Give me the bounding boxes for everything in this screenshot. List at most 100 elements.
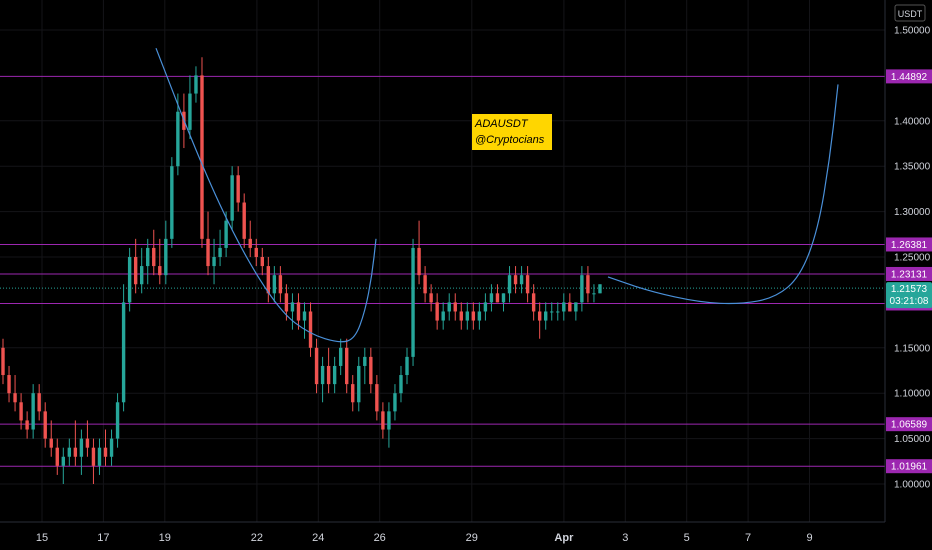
price-axis[interactable]: USDT 1.00000 1.05000 1.10000 1.15000 1.25000… [884,0,932,522]
candle-body [91,447,96,466]
candle-body [531,293,536,312]
candle-body [55,447,59,466]
candle-body [507,275,512,294]
current-price-label: 1.21573 03:21:08 [886,282,932,309]
candle-body [381,411,385,430]
candle-body [158,266,162,276]
projection-curve [155,47,377,343]
candle-body [465,311,470,321]
projection-curves[interactable] [155,47,839,343]
candle-body [357,365,361,403]
candle-body [338,347,343,366]
candle-body [170,166,174,239]
x-tick-label: 5 [684,532,690,544]
candles [1,57,602,484]
current-price-bg [886,282,932,309]
y-tick-label: 1.05000 [894,434,931,445]
candle-body [489,293,494,303]
y-tick-label: 1.50000 [894,26,931,37]
x-tick-label: 7 [745,532,751,544]
candle-body [411,247,415,357]
time-axis[interactable]: 15 17 19 22 24 26 29 Apr 3 5 7 9 [0,521,885,544]
y-tick-label: 1.15000 [894,343,931,354]
candle-body [314,347,319,385]
candle-body [393,393,397,412]
candle-body [79,438,84,457]
candle-body [441,311,445,321]
candle-body [495,293,500,303]
x-tick-label: 19 [159,532,171,544]
candle-body [537,311,542,321]
level-label: 1.44892 [891,72,928,83]
candle-body [562,302,566,312]
candle-body [501,293,506,303]
candle-body [37,393,41,412]
candle-body [152,247,156,267]
grid [0,0,885,522]
candle-body [218,247,222,257]
candle-body [580,275,584,303]
x-tick-label: 3 [622,532,628,544]
candle-body [363,356,367,366]
candle-body [320,365,325,385]
x-tick-label: 9 [806,532,812,544]
candle-body [19,402,23,421]
candle-body [332,365,337,385]
candle-body [103,447,108,457]
candle-body [212,257,216,267]
level-label: 1.23131 [891,269,928,280]
candle-body [592,293,596,295]
candle-body [73,447,78,457]
y-tick-label: 1.35000 [894,162,931,173]
candle-body [266,266,271,294]
candle-body [43,411,47,439]
candle-body [429,293,433,303]
candle-body [200,75,204,239]
candle-body [85,438,90,448]
candle-body [447,302,451,312]
candle-body [248,238,252,248]
candle-body [1,347,5,376]
level-label-bg [886,417,932,432]
candle-body [345,347,349,385]
candle-body [399,375,403,394]
projection-curve [607,84,839,305]
candle-body [574,302,578,312]
candle-body [513,275,518,285]
candle-body [471,311,476,321]
x-tick-label: 17 [97,532,109,544]
candle-body [302,311,307,321]
candle-body [176,111,180,167]
candle-body [284,293,289,312]
level-label-bg [886,266,932,281]
candle-body [139,266,144,285]
candle-body [369,356,373,385]
candle-body [230,175,234,221]
candle-body [67,447,72,457]
unit-badge[interactable] [894,4,926,22]
candle-body [7,375,11,394]
annotation-box [472,114,552,150]
candle-body [417,247,421,276]
candle-body [260,257,264,267]
candle-body [568,302,572,312]
candle-body [525,275,530,294]
candle-body [146,247,150,267]
y-tick-label: 1.30000 [894,207,931,218]
candle-body [544,311,548,321]
candle-body [290,302,295,312]
annotation-note[interactable]: ADAUSDT @Cryptocians [472,114,552,150]
unit-label: USDT [898,9,923,19]
candle-body [375,384,379,412]
candle-body [387,411,391,430]
level-label: 1.01961 [891,462,928,473]
y-tick-label: 1.40000 [894,116,931,127]
candle-body [164,238,168,276]
level-label: 1.06589 [891,420,928,431]
candle-body [477,311,482,321]
y-tick-labels: 1.00000 1.05000 1.10000 1.15000 1.25000 1.300… [894,26,931,491]
candle-body [115,402,120,439]
candle-body [61,456,65,466]
